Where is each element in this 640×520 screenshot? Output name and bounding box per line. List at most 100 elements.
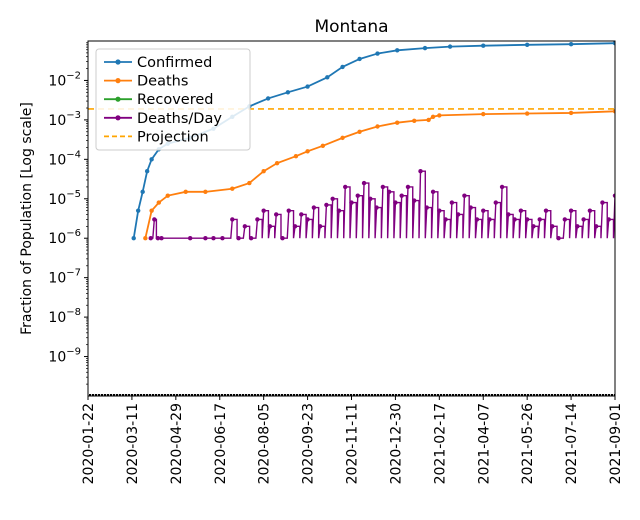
zero-marker <box>449 394 452 396</box>
zero-marker <box>437 394 440 396</box>
zero-marker <box>497 394 500 396</box>
zero-marker <box>530 394 533 396</box>
zero-marker <box>173 394 176 396</box>
confirmed-point <box>568 41 574 47</box>
x-tick-label: 2020-09-23 <box>301 403 317 484</box>
zero-marker <box>98 394 101 396</box>
zero-marker <box>557 394 560 396</box>
zero-marker <box>611 394 614 396</box>
zero-marker <box>122 394 125 396</box>
deaths-day-point <box>412 198 417 203</box>
zero-marker <box>392 394 395 396</box>
deaths-day-point <box>324 202 329 208</box>
deaths-point <box>230 186 235 191</box>
deaths-day-point <box>242 224 248 229</box>
zero-marker <box>239 394 242 396</box>
deaths-point <box>430 114 436 119</box>
deaths-day-point <box>261 208 266 213</box>
deaths-point <box>305 149 310 154</box>
zero-marker <box>428 394 431 396</box>
zero-marker <box>545 394 548 396</box>
zero-marker <box>374 394 377 396</box>
zero-marker <box>368 394 371 396</box>
legend-marker <box>115 96 121 102</box>
deaths-day-point <box>430 189 436 195</box>
deaths-day-point <box>493 200 498 205</box>
zero-marker <box>473 394 476 396</box>
deaths-day-point <box>343 184 348 190</box>
zero-marker <box>203 394 206 396</box>
zero-marker <box>518 394 521 396</box>
zero-marker <box>380 394 383 396</box>
legend-marker <box>115 115 121 121</box>
zero-marker <box>404 394 407 396</box>
deaths-point <box>375 124 380 129</box>
deaths-day-point <box>274 212 279 217</box>
zero-marker <box>179 394 182 396</box>
zero-marker <box>452 394 455 396</box>
zero-marker <box>365 394 368 396</box>
zero-marker <box>341 394 344 396</box>
deaths-point <box>340 135 345 141</box>
y-tick-label: 10−8 <box>48 307 81 326</box>
zero-marker <box>515 394 518 396</box>
deaths-day-point <box>286 208 291 213</box>
zero-marker <box>521 394 524 396</box>
zero-marker <box>356 394 359 396</box>
deaths-day-point <box>462 193 467 198</box>
x-tick-label: 2021-07-14 <box>564 403 580 484</box>
deaths-day-point <box>606 217 611 222</box>
zero-marker <box>176 394 179 396</box>
deaths-point <box>183 189 188 195</box>
legend-box <box>95 48 251 151</box>
zero-marker <box>593 394 596 396</box>
zero-marker <box>425 394 428 396</box>
deaths-day-point <box>236 236 241 241</box>
deaths-point <box>156 200 162 205</box>
confirmed-point <box>305 84 310 89</box>
zero-marker <box>131 394 134 396</box>
zero-marker <box>164 394 167 396</box>
zero-marker <box>590 394 593 396</box>
confirmed-point <box>481 43 486 48</box>
deaths-day-point <box>487 217 492 222</box>
deaths-day-point <box>361 180 367 186</box>
zero-marker <box>572 394 575 396</box>
deaths-day-line <box>150 170 615 239</box>
zero-marker <box>95 394 98 396</box>
zero-marker <box>230 394 233 396</box>
zero-marker <box>398 394 401 396</box>
deaths-day-point <box>437 208 442 213</box>
zero-marker <box>413 394 416 396</box>
zero-marker <box>323 394 326 396</box>
confirmed-point <box>340 64 345 70</box>
deaths-day-point <box>556 236 561 241</box>
zero-marker <box>245 394 248 396</box>
zero-marker <box>401 394 404 396</box>
zero-marker <box>125 394 128 396</box>
confirmed-point <box>131 236 136 241</box>
zero-marker <box>113 394 116 396</box>
zero-marker <box>89 394 92 396</box>
deaths-day-point <box>148 236 153 241</box>
deaths-day-point <box>568 208 574 213</box>
deaths-day-point <box>537 217 542 222</box>
zero-marker <box>434 394 437 396</box>
deaths-day-point <box>481 208 486 213</box>
deaths-day-point <box>311 205 317 210</box>
zero-marker <box>581 394 584 396</box>
deaths-day-point <box>600 200 605 205</box>
zero-marker <box>440 394 443 396</box>
zero-marker <box>563 394 566 396</box>
zero-marker <box>470 394 473 396</box>
zero-marker <box>218 394 221 396</box>
deaths-point <box>149 208 154 213</box>
zero-marker <box>329 394 332 396</box>
deaths-point <box>203 189 208 195</box>
zero-marker <box>503 394 506 396</box>
zero-marker <box>143 394 146 396</box>
legend-label: Recovered <box>137 92 213 108</box>
deaths-day-point <box>449 200 455 205</box>
zero-marker <box>206 394 209 396</box>
